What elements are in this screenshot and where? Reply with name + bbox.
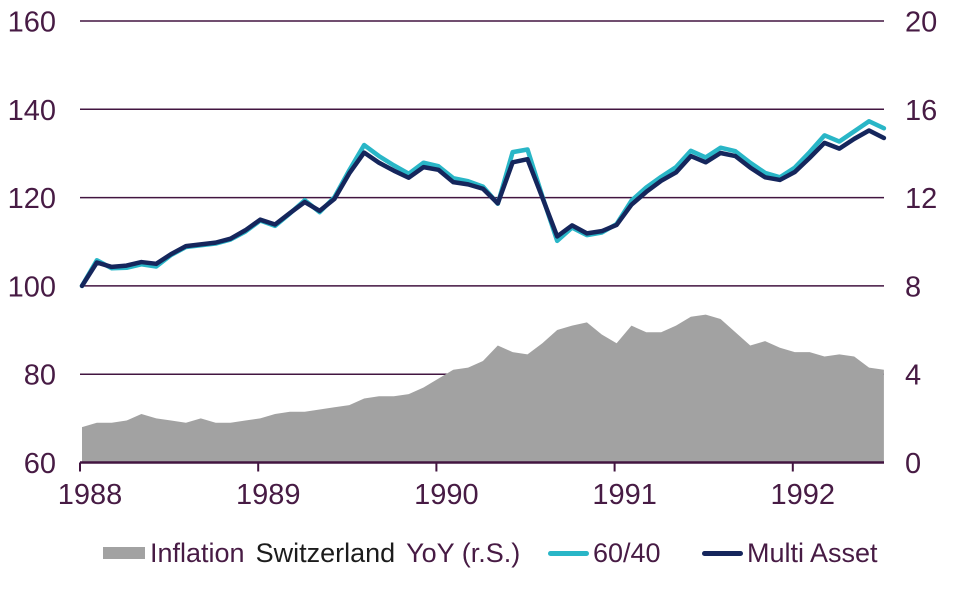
y-axis-label-left: 60: [24, 448, 56, 480]
y-axis-label-right: 16: [905, 95, 937, 127]
legend-label-inflation: Inflation: [150, 538, 245, 568]
legend-label-60-40: 60/40: [593, 538, 661, 568]
y-axis-label-right: 8: [905, 271, 921, 303]
legend-item-60-40: 60/40: [548, 533, 661, 573]
area-swatch-icon: [103, 547, 145, 559]
y-axis-label-left: 120: [8, 183, 56, 215]
y-axis-label-left: 140: [8, 95, 56, 127]
legend-label-yoy-rs: YoY (r.S.): [406, 538, 521, 568]
y-axis-label-right: 12: [905, 183, 937, 215]
x-axis-label: 1992: [771, 479, 836, 511]
y-axis-label-right: 0: [905, 448, 921, 480]
x-axis-label: 1989: [236, 479, 301, 511]
y-axis-label-left: 160: [8, 7, 56, 39]
x-axis-label: 1991: [592, 479, 657, 511]
chart-legend: Inflation Switzerland YoY (r.S.) 60/40 M…: [0, 533, 960, 573]
y-axis-label-left: 100: [8, 271, 56, 303]
cyan-line-swatch-icon: [548, 550, 589, 556]
area-series-inflation: [82, 314, 884, 462]
y-axis-label-right: 4: [905, 360, 921, 392]
legend-item-multi-asset: Multi Asset: [702, 533, 878, 573]
y-axis-label-left: 80: [24, 360, 56, 392]
x-axis-label: 1990: [414, 479, 479, 511]
legend-label-switzerland: Switzerland: [255, 538, 396, 568]
navy-line-swatch-icon: [702, 550, 743, 556]
legend-label-multi-asset: Multi Asset: [747, 538, 878, 568]
x-axis-label: 1988: [58, 479, 123, 511]
legend-item-inflation: Inflation Switzerland YoY (r.S.): [103, 533, 520, 573]
line-series-multi-asset: [79, 128, 887, 289]
line-series-60-40: [79, 118, 887, 289]
y-axis-label-right: 20: [905, 7, 937, 39]
